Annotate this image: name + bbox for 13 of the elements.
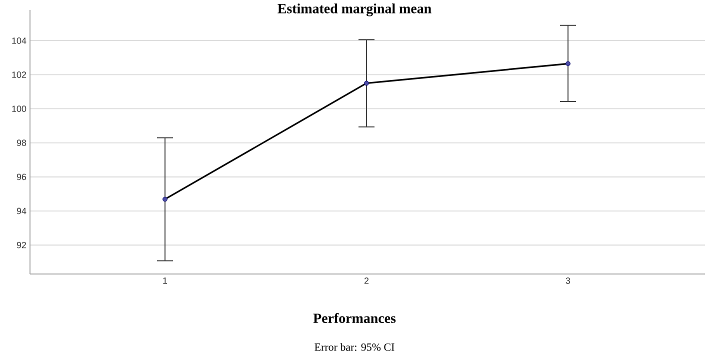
x-tick-label: 2 — [364, 278, 369, 284]
x-tick-label: 1 — [163, 278, 168, 284]
text: Error bar: 95% CI — [314, 343, 394, 351]
x-axis-title: Performances — [313, 313, 396, 323]
y-tick-label: 98 — [16, 140, 26, 146]
y-tick-label: 100 — [12, 106, 26, 112]
y-tick-label: 92 — [16, 242, 26, 248]
y-tick-label: 102 — [12, 72, 26, 78]
y-tick-label: 96 — [16, 174, 26, 180]
x-tick-label: 3 — [566, 278, 570, 284]
y-tick-label: 104 — [12, 37, 26, 44]
chart-title: Estimated marginal mean — [278, 4, 432, 16]
y-tick-label: 94 — [16, 208, 26, 214]
